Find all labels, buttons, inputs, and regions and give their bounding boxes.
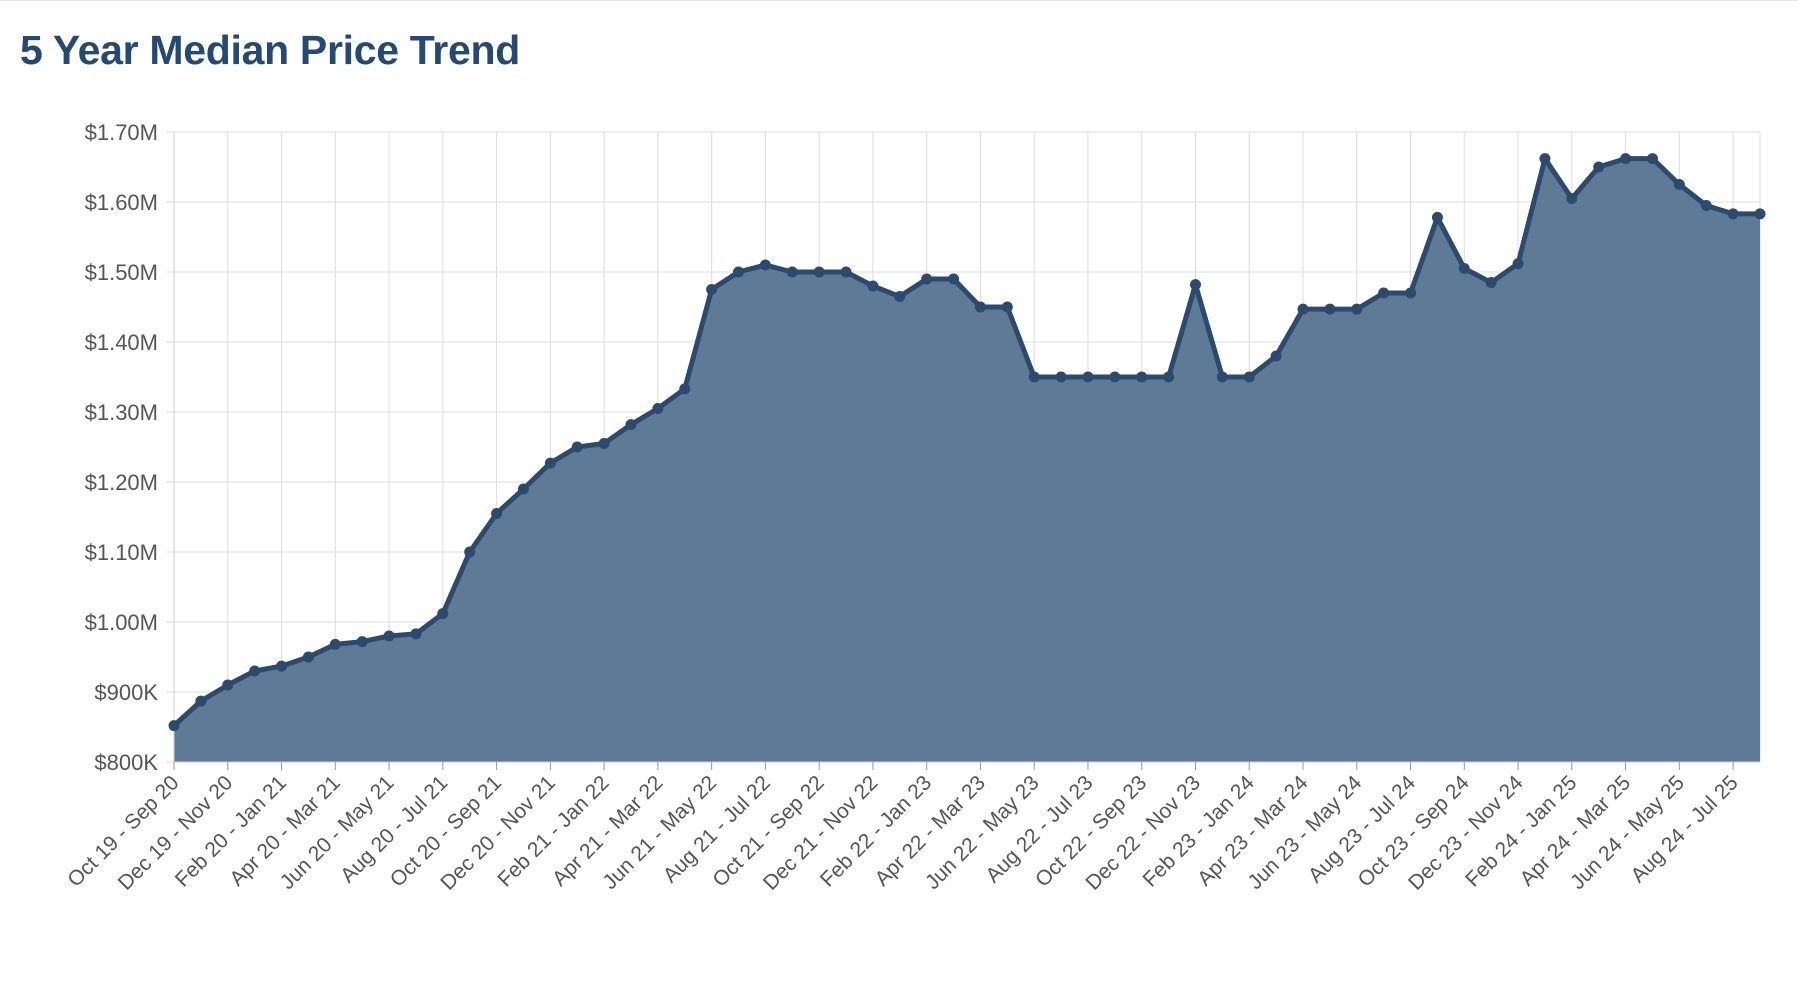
data-point [1163, 371, 1175, 383]
data-point [356, 636, 368, 648]
data-point [1593, 161, 1605, 173]
data-point [894, 291, 906, 302]
data-point [1754, 208, 1766, 220]
data-point [544, 457, 556, 469]
data-point [1512, 258, 1524, 270]
data-point [410, 628, 422, 640]
data-point [195, 695, 207, 707]
data-point [1189, 279, 1201, 291]
data-point [786, 266, 798, 278]
data-point [517, 483, 529, 495]
data-point [383, 630, 395, 642]
data-point [571, 441, 583, 453]
y-tick-label: $1.40M [85, 330, 158, 355]
data-point [1700, 200, 1712, 211]
data-point [733, 266, 745, 278]
data-point [706, 284, 718, 295]
data-point [1458, 263, 1470, 274]
data-point [491, 508, 503, 519]
data-point [1405, 287, 1417, 299]
data-point [1216, 371, 1228, 383]
data-point [276, 660, 288, 672]
data-point [1324, 303, 1336, 315]
y-tick-label: $900K [94, 680, 158, 705]
top-divider [0, 0, 1798, 1]
data-point [168, 720, 180, 732]
data-point [1243, 371, 1255, 383]
data-point [1082, 371, 1094, 383]
y-tick-label: $1.70M [85, 120, 158, 145]
y-tick-label: $1.10M [85, 540, 158, 565]
data-point [329, 638, 341, 650]
data-point [302, 651, 314, 663]
data-point [1001, 301, 1013, 313]
data-point [867, 280, 879, 292]
data-point [464, 546, 476, 558]
data-point [249, 665, 261, 677]
data-point [1351, 303, 1363, 315]
data-point [948, 273, 960, 285]
data-point [625, 419, 637, 431]
data-point [1673, 179, 1685, 190]
data-point [759, 259, 771, 271]
y-tick-label: $1.00M [85, 610, 158, 635]
y-tick-label: $1.20M [85, 470, 158, 495]
data-point [813, 266, 825, 278]
data-point [1028, 371, 1040, 383]
data-point [222, 679, 234, 691]
y-tick-label: $1.60M [85, 190, 158, 215]
data-point [1431, 211, 1443, 223]
data-point [974, 301, 986, 313]
data-point [1566, 193, 1578, 204]
data-point [1136, 371, 1148, 383]
data-point [1485, 277, 1497, 288]
y-tick-label: $1.50M [85, 260, 158, 285]
y-tick-label: $1.30M [85, 400, 158, 425]
chart-title: 5 Year Median Price Trend [20, 27, 520, 73]
data-point [1055, 371, 1067, 383]
data-point [437, 608, 449, 620]
y-tick-label: $800K [94, 750, 158, 775]
data-point [652, 403, 664, 414]
data-point [679, 383, 691, 395]
data-point [1270, 350, 1282, 362]
data-point [1297, 303, 1309, 315]
data-point [1646, 153, 1658, 165]
data-point [598, 438, 610, 449]
series-area [174, 158, 1760, 763]
data-point [1109, 371, 1121, 383]
data-point [1620, 153, 1632, 165]
data-point [921, 273, 933, 285]
data-point [1539, 153, 1551, 165]
data-point [1378, 287, 1390, 299]
data-point [1727, 208, 1739, 220]
data-point [840, 266, 852, 278]
